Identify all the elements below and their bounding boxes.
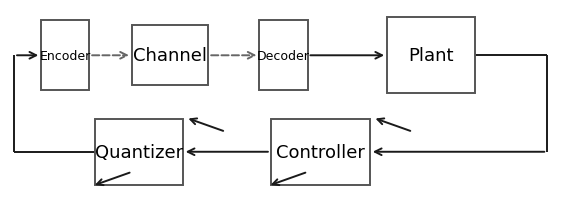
FancyBboxPatch shape (270, 119, 370, 185)
FancyBboxPatch shape (260, 21, 307, 91)
Text: Decoder: Decoder (257, 50, 310, 62)
Text: Controller: Controller (276, 143, 365, 161)
Text: Quantizer: Quantizer (95, 143, 183, 161)
FancyBboxPatch shape (132, 26, 209, 86)
FancyBboxPatch shape (387, 18, 475, 94)
FancyBboxPatch shape (95, 119, 183, 185)
Text: Channel: Channel (133, 47, 207, 65)
Text: Plant: Plant (408, 47, 454, 65)
FancyBboxPatch shape (41, 21, 90, 91)
Text: Encoder: Encoder (40, 50, 91, 62)
